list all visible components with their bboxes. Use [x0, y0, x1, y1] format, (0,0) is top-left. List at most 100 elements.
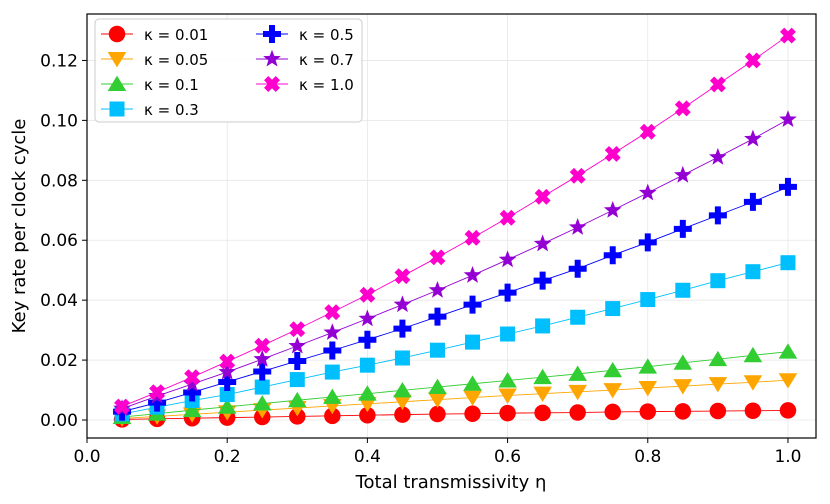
data-point	[569, 167, 586, 184]
data-point	[358, 330, 377, 349]
legend-marker	[108, 25, 126, 43]
data-point	[673, 219, 692, 238]
data-point	[534, 404, 551, 422]
data-point	[568, 259, 587, 278]
y-tick-label: 0.06	[40, 231, 78, 251]
data-point	[743, 192, 762, 211]
legend-label: κ = 0.05	[144, 51, 208, 69]
legend-marker	[263, 49, 281, 67]
data-point	[254, 337, 271, 354]
data-point	[183, 374, 201, 392]
data-point	[499, 209, 516, 226]
data-point	[674, 403, 692, 420]
data-point	[288, 336, 307, 354]
data-point	[148, 393, 167, 412]
data-point	[253, 349, 272, 367]
data-point	[778, 343, 798, 359]
data-point	[217, 398, 237, 414]
series-2	[112, 343, 798, 424]
data-point	[604, 403, 621, 421]
data-point	[394, 406, 411, 423]
data-point	[605, 301, 621, 317]
data-point	[639, 123, 656, 140]
legend-label: κ = 0.1	[144, 76, 199, 94]
data-point	[289, 408, 306, 425]
data-point	[358, 309, 377, 327]
data-point	[638, 183, 657, 201]
data-point	[463, 265, 482, 283]
data-point	[639, 403, 657, 420]
series-layer	[112, 27, 798, 428]
data-point	[638, 358, 658, 374]
data-point	[568, 384, 587, 401]
x-tick-label: 0.8	[634, 447, 661, 467]
data-point	[254, 379, 270, 395]
data-point	[708, 206, 727, 225]
x-tick-label: 1.0	[774, 447, 801, 467]
legend-marker	[263, 25, 281, 43]
data-point	[673, 379, 693, 395]
data-point	[394, 350, 410, 366]
data-point	[640, 292, 656, 308]
data-point	[464, 405, 481, 422]
legend: κ = 0.01 κ = 0.05 κ = 0.1 κ = 0.3 κ = 0.5 κ =…	[94, 18, 363, 123]
legend-item: κ = 0.1	[101, 75, 199, 94]
data-point	[638, 233, 657, 252]
data-point	[359, 286, 376, 303]
x-tick-label: 0.0	[73, 447, 100, 467]
data-point	[358, 385, 377, 401]
data-point	[253, 362, 272, 381]
data-point	[463, 375, 482, 391]
data-point	[498, 372, 517, 388]
data-point	[428, 280, 447, 298]
data-point	[149, 384, 166, 401]
data-point	[533, 368, 552, 385]
data-point	[569, 404, 586, 421]
legend-label: κ = 0.5	[299, 26, 354, 44]
data-point	[463, 295, 482, 314]
y-tick-label: 0.10	[40, 111, 78, 131]
legend-item: κ = 1.0	[256, 76, 354, 94]
data-point	[288, 351, 307, 370]
data-point	[673, 354, 693, 370]
data-point	[464, 229, 481, 246]
data-point	[183, 383, 202, 402]
series-4	[113, 177, 797, 421]
data-point	[218, 372, 237, 391]
data-point	[359, 406, 376, 424]
series-1	[112, 373, 798, 427]
series-3	[114, 255, 796, 422]
data-point	[638, 380, 658, 397]
data-point	[498, 388, 517, 404]
data-point	[499, 404, 516, 422]
legend-box	[94, 18, 363, 123]
data-point	[570, 309, 586, 325]
data-point	[533, 271, 552, 290]
data-point	[429, 405, 446, 423]
data-point	[428, 392, 447, 409]
legend-label: κ = 0.3	[144, 101, 199, 119]
data-point	[709, 402, 727, 420]
y-axis-label: Key rate per clock cycle	[9, 119, 30, 334]
data-point	[182, 401, 202, 418]
legend-marker	[107, 75, 127, 91]
data-point	[114, 398, 131, 415]
data-point	[465, 334, 481, 350]
legend-marker	[109, 101, 125, 117]
legend-item: κ = 0.05	[101, 51, 208, 69]
legend-item: κ = 0.3	[101, 101, 199, 119]
data-point	[603, 383, 623, 399]
data-point	[463, 390, 482, 406]
axis-ticks: 0.0 0.2 0.4 0.6 0.8 1.0 0.00 0.02 0.04 0.06 0.08 0.…	[40, 51, 801, 467]
legend-label: κ = 1.0	[299, 76, 354, 94]
data-point	[780, 255, 796, 271]
data-point	[535, 318, 551, 334]
y-tick-label: 0.00	[40, 411, 78, 431]
data-point	[674, 100, 691, 117]
data-point	[744, 52, 761, 69]
series-0	[113, 402, 797, 428]
series-line	[121, 186, 789, 413]
data-point	[498, 283, 517, 302]
data-point	[393, 295, 412, 313]
data-point	[393, 394, 412, 411]
